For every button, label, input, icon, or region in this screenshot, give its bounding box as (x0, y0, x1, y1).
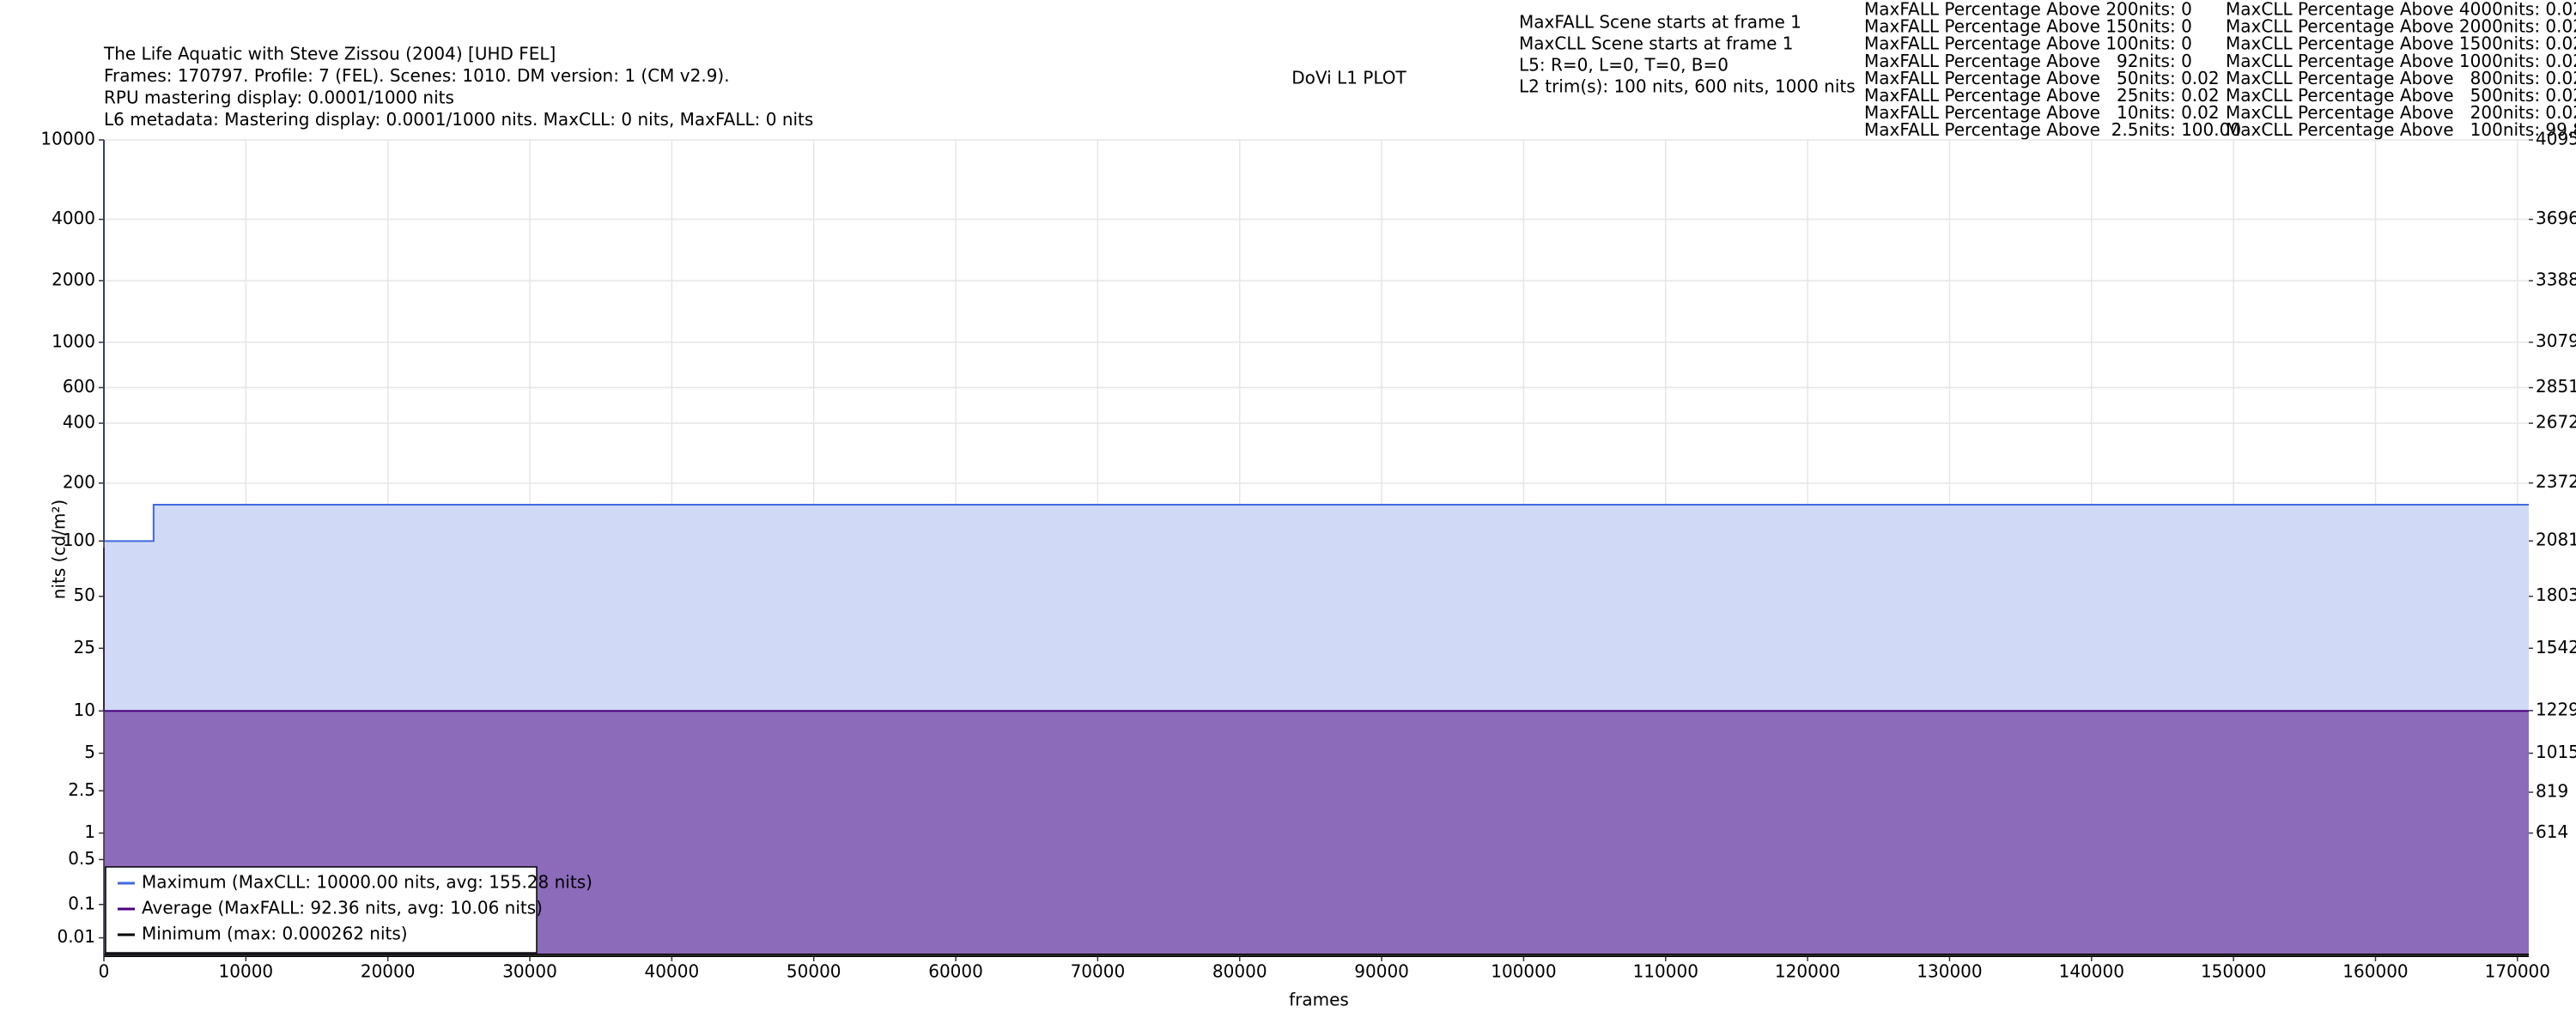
header-line: The Life Aquatic with Steve Zissou (2004… (103, 44, 556, 64)
y-tick-label: 25 (74, 637, 95, 657)
x-tick-label: 110000 (1633, 961, 1698, 982)
y2-tick-label: 2372 (2536, 471, 2576, 492)
maxcll-stat: MaxCLL Percentage Above 1000nits: 0.02 (2226, 51, 2576, 71)
maxfall-stat: MaxFALL Percentage Above 25nits: 0.02 (1864, 85, 2220, 106)
chart-title: DoVi L1 PLOT (1291, 68, 1406, 88)
maxfall-stat: MaxFALL Percentage Above 50nits: 0.02 (1864, 68, 2220, 88)
series-area (104, 547, 2529, 955)
maxcll-stat: MaxCLL Percentage Above 800nits: 0.02 (2226, 68, 2576, 88)
maxcll-stat: MaxCLL Percentage Above 4000nits: 0.02 (2226, 0, 2576, 20)
x-tick-label: 160000 (2342, 961, 2408, 982)
y2-tick-label: 3388 (2536, 270, 2576, 290)
x-tick-label: 100000 (1491, 961, 1556, 982)
x-axis-label: frames (1289, 990, 1349, 1010)
maxcll-stat: MaxCLL Percentage Above 200nits: 0.02 (2226, 102, 2576, 123)
y2-tick-label: 614 (2536, 821, 2568, 842)
header-line: Frames: 170797. Profile: 7 (FEL). Scenes… (104, 65, 730, 86)
y-tick-label: 10 (74, 700, 95, 720)
y-tick-label: 600 (63, 376, 95, 397)
maxfall-stat: MaxFALL Percentage Above 2.5nits: 100.00 (1864, 119, 2241, 140)
x-tick-label: 140000 (2059, 961, 2124, 982)
x-tick-label: 0 (99, 961, 110, 982)
legend-label: Average (MaxFALL: 92.36 nits, avg: 10.06… (142, 898, 543, 918)
y-tick-label: 100 (63, 530, 95, 550)
x-tick-label: 150000 (2201, 961, 2266, 982)
y-tick-label: 50 (74, 585, 95, 605)
y2-tick-label: 2081 (2536, 530, 2576, 550)
y2-tick-label: 1015 (2536, 742, 2576, 762)
y-tick-label: 1 (84, 821, 95, 842)
info-line: MaxCLL Scene starts at frame 1 (1519, 33, 1794, 54)
maxfall-stat: MaxFALL Percentage Above 150nits: 0 (1864, 16, 2192, 37)
y-tick-label: 5 (84, 742, 95, 762)
x-tick-label: 130000 (1917, 961, 1982, 982)
y-tick-label: 2.5 (68, 779, 95, 800)
y2-tick-label: 3696 (2536, 208, 2576, 228)
y-tick-label: 4000 (52, 208, 95, 228)
y-tick-label: 0.01 (57, 926, 95, 947)
y-tick-label: 10000 (40, 129, 95, 149)
maxfall-stat: MaxFALL Percentage Above 200nits: 0 (1864, 0, 2192, 20)
x-tick-label: 40000 (645, 961, 700, 982)
x-tick-label: 120000 (1775, 961, 1840, 982)
info-line: MaxFALL Scene starts at frame 1 (1519, 12, 1801, 33)
x-tick-label: 50000 (787, 961, 841, 982)
header-line: RPU mastering display: 0.0001/1000 nits (104, 88, 454, 108)
y2-tick-label: 1229 (2536, 699, 2576, 719)
maxfall-stat: MaxFALL Percentage Above 92nits: 0 (1864, 51, 2192, 71)
y2-tick-label: 819 (2536, 781, 2568, 802)
x-tick-label: 20000 (361, 961, 416, 982)
y-tick-label: 0.5 (68, 848, 95, 869)
info-line: L5: R=0, L=0, T=0, B=0 (1519, 55, 1728, 76)
x-tick-label: 70000 (1071, 961, 1126, 982)
x-tick-label: 60000 (928, 961, 983, 982)
maxcll-stat: MaxCLL Percentage Above 100nits: 99.83 (2226, 119, 2576, 140)
y2-tick-label: 3079 (2536, 330, 2576, 351)
x-tick-label: 10000 (219, 961, 274, 982)
maxcll-stat: MaxCLL Percentage Above 500nits: 0.02 (2226, 85, 2576, 106)
y2-tick-label: 1803 (2536, 585, 2576, 605)
x-tick-label: 90000 (1354, 961, 1409, 982)
legend-box (105, 866, 538, 954)
y-tick-label: 200 (63, 471, 95, 492)
maxcll-stat: MaxCLL Percentage Above 1500nits: 0.02 (2226, 33, 2576, 54)
header-line: L6 metadata: Mastering display: 0.0001/1… (104, 109, 813, 130)
x-tick-label: 80000 (1212, 961, 1267, 982)
x-tick-label: 30000 (502, 961, 557, 982)
x-tick-label: 170000 (2485, 961, 2550, 982)
y-tick-label: 1000 (52, 330, 95, 351)
y2-tick-label: 4095 (2536, 129, 2576, 149)
info-line: L2 trim(s): 100 nits, 600 nits, 1000 nit… (1519, 76, 1856, 97)
legend-label: Maximum (MaxCLL: 10000.00 nits, avg: 155… (142, 872, 592, 893)
y-tick-label: 0.1 (68, 893, 95, 913)
y2-tick-label: 2672 (2536, 412, 2576, 433)
maxfall-stat: MaxFALL Percentage Above 100nits: 0 (1864, 33, 2192, 54)
series-line (103, 140, 2529, 542)
y-tick-label: 2000 (52, 269, 95, 289)
y-tick-label: 400 (63, 412, 95, 433)
y2-tick-label: 1542 (2536, 637, 2576, 657)
legend: Maximum (MaxCLL: 10000.00 nits, avg: 155… (105, 866, 592, 954)
y-axis-label: nits (cd/m²) (49, 500, 70, 599)
maxcll-stat: MaxCLL Percentage Above 2000nits: 0.02 (2226, 16, 2576, 37)
maxfall-stat: MaxFALL Percentage Above 10nits: 0.02 (1864, 102, 2220, 123)
y2-tick-label: 2851 (2536, 376, 2576, 397)
legend-label: Minimum (max: 0.000262 nits) (142, 924, 408, 944)
